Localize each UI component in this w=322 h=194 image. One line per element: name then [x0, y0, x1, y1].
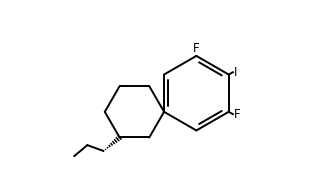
Text: F: F: [233, 108, 240, 121]
Text: I: I: [233, 66, 237, 79]
Text: F: F: [193, 42, 200, 55]
